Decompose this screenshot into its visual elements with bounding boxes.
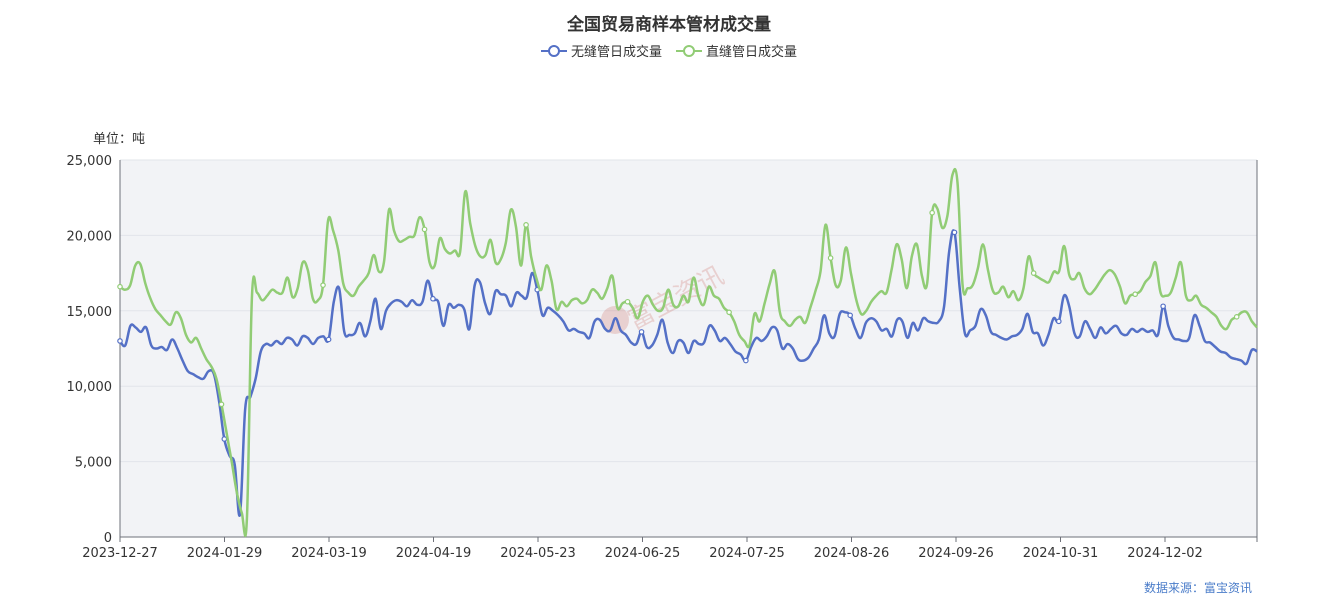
y-tick-label: 0 — [104, 531, 112, 546]
series-0-point — [951, 229, 958, 236]
series-1-point — [218, 401, 225, 408]
series-0-point — [1056, 318, 1062, 325]
y-tick-label: 25,000 — [67, 154, 113, 169]
legend-item-seamless[interactable]: 无缝管日成交量 — [540, 41, 662, 60]
series-1-point — [1132, 291, 1138, 298]
x-tick-label: 2024-06-25 — [605, 546, 681, 561]
legend-label-welded: 直缝管日成交量 — [706, 45, 798, 60]
series-0-point — [117, 338, 123, 344]
series-1-point — [929, 209, 935, 216]
series-line-0 — [119, 229, 1258, 517]
series-1-point — [523, 222, 529, 228]
series-0-point — [743, 357, 749, 364]
x-tick-label: 2024-04-19 — [396, 546, 472, 561]
chart-title: 全国贸易商样本管材成交量 — [567, 15, 771, 35]
data-source-label: 数据来源：富宝资讯 — [1143, 581, 1252, 595]
series-1-point — [827, 255, 834, 261]
series-1-point — [421, 226, 428, 233]
legend-item-welded[interactable]: 直缝管日成交量 — [676, 41, 797, 60]
y-tick-label: 20,000 — [67, 229, 113, 244]
x-tick-label: 2024-05-23 — [500, 546, 576, 561]
y-axis-unit-label: 单位：吨 — [93, 132, 146, 147]
series-0-point — [1160, 303, 1166, 310]
legend-label-seamless: 无缝管日成交量 — [570, 45, 662, 60]
legend-marker-seamless — [540, 44, 567, 57]
y-tick-label: 5,000 — [75, 456, 112, 471]
series-1-point — [320, 282, 326, 288]
x-tick-label: 2024-08-26 — [814, 546, 890, 561]
x-tick-label: 2024-03-19 — [291, 546, 367, 561]
x-tick-label: 2024-12-02 — [1127, 546, 1203, 561]
x-tick-label: 2024-10-31 — [1023, 546, 1099, 561]
series-1-point — [624, 298, 631, 305]
x-tick-label: 2024-07-25 — [709, 546, 785, 561]
series-0-point — [430, 295, 436, 302]
y-tick-label: 10,000 — [67, 380, 113, 395]
series-0-point — [847, 312, 853, 319]
series-0-point — [221, 436, 228, 442]
x-tick-label: 2023-12-27 — [82, 546, 158, 561]
series-1-point — [1030, 270, 1037, 276]
x-tick-label: 2024-09-26 — [918, 546, 994, 561]
series-1-point — [726, 309, 732, 316]
y-tick-label: 15,000 — [67, 305, 113, 320]
legend-marker-welded — [676, 44, 702, 57]
series-0-point — [638, 329, 645, 335]
x-tick-label: 2024-01-29 — [187, 546, 263, 561]
series-1-point — [117, 283, 123, 290]
series-0-point — [325, 336, 332, 343]
series-line-1 — [119, 167, 1258, 538]
chart-legend: 无缝管日成交量 直缝管日成交量 — [0, 41, 1338, 60]
series-1-point — [1233, 314, 1240, 320]
plot-background — [120, 160, 1257, 537]
